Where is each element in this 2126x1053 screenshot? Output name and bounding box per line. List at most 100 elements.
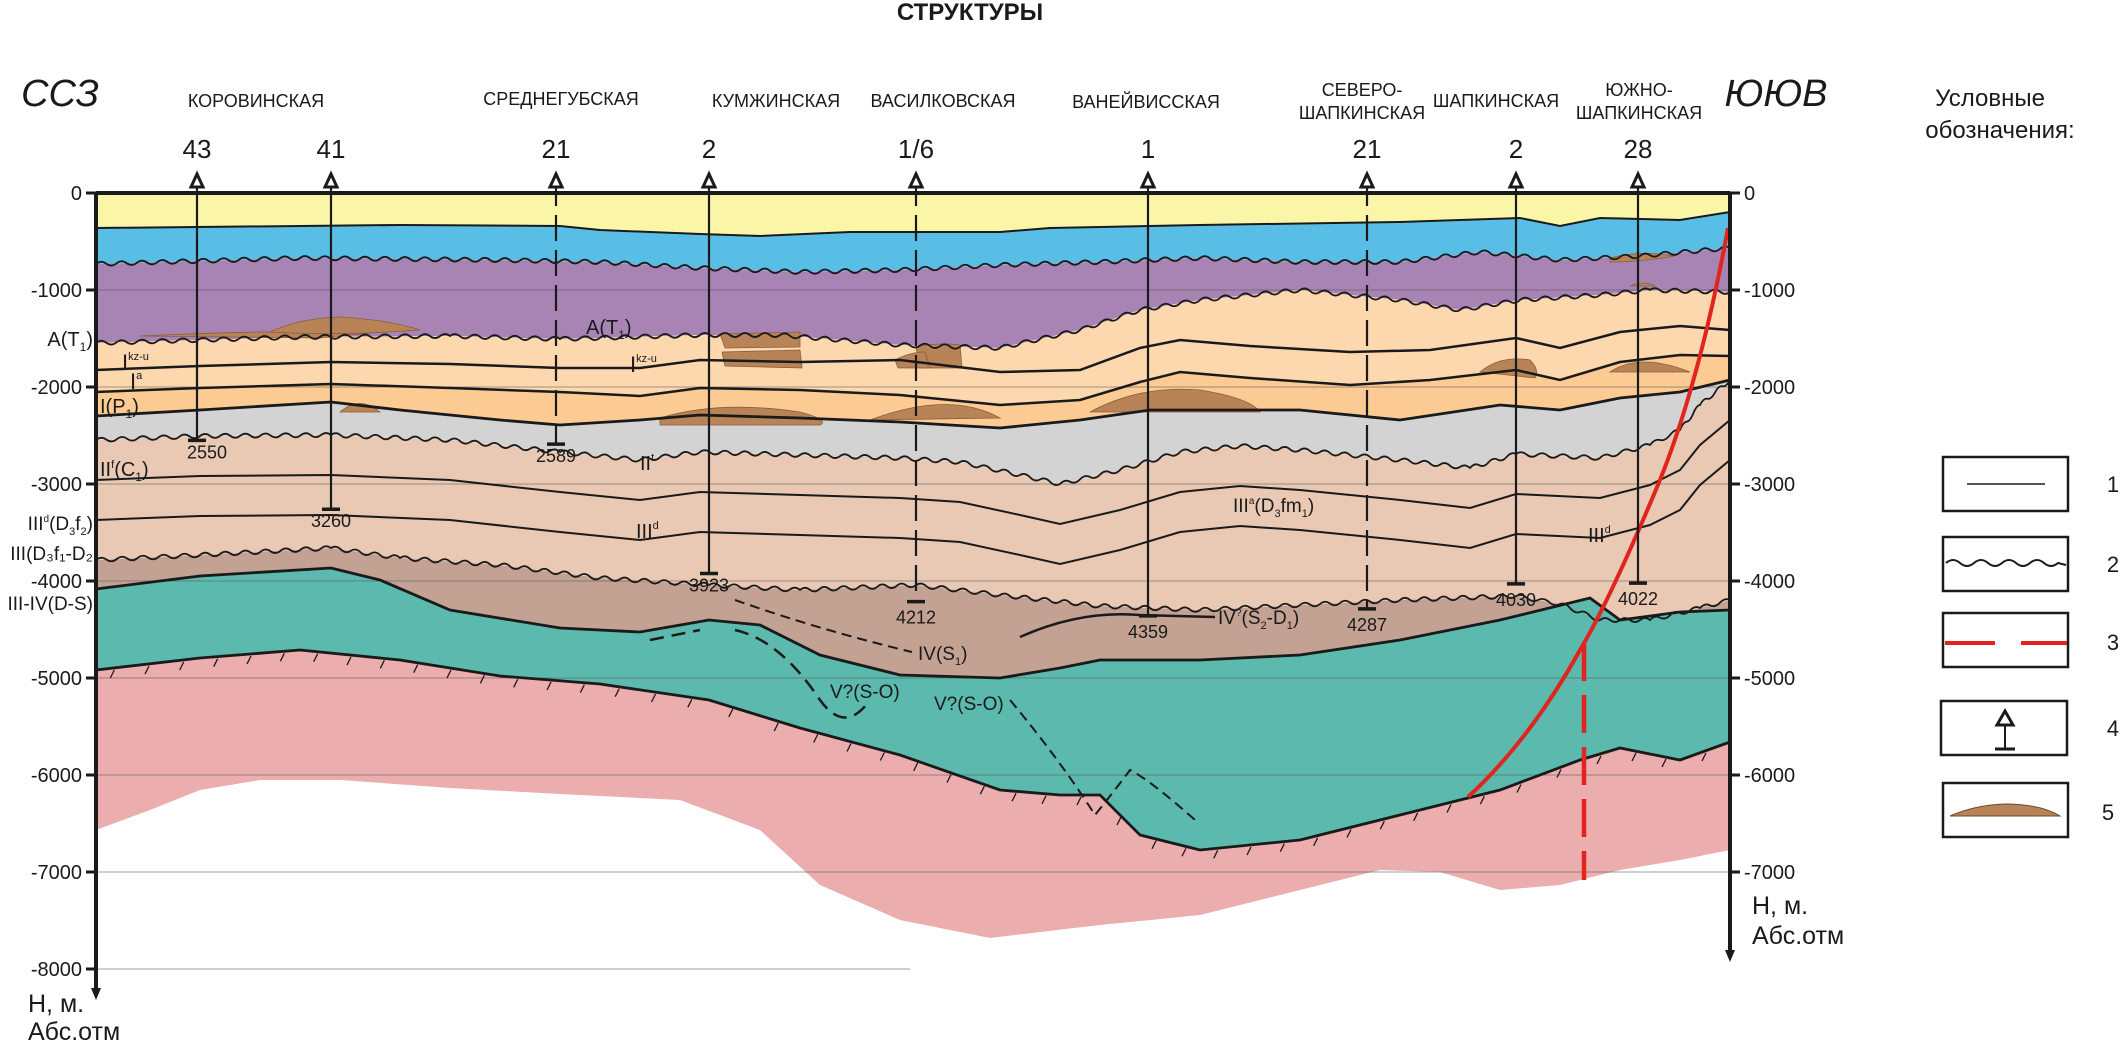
title: СТРУКТУРЫ <box>897 0 1043 26</box>
structure-label-korovinskaya: КОРОВИНСКАЯ <box>188 91 324 111</box>
basement-hachure <box>144 665 150 675</box>
strat-label-i-kzu-mid: Ikz-u <box>630 352 657 377</box>
well-4: 2 3923 <box>689 134 729 596</box>
well-9: 28 4022 <box>1618 134 1658 609</box>
fault-lines <box>1466 227 1730 880</box>
right-tick-label: -5000 <box>1744 668 1795 690</box>
basement-hachure <box>1279 843 1285 852</box>
basement-hachure <box>579 684 585 693</box>
well-head-icon <box>907 170 925 189</box>
basement-hachure <box>279 653 285 662</box>
legend-number-1: 1 <box>2107 472 2119 497</box>
left-axis-arrow-icon <box>91 988 101 1000</box>
layer-permian-upper <box>96 290 1730 372</box>
well-number: 1/6 <box>898 134 934 164</box>
dashed-v-so-1 <box>649 628 872 719</box>
well-number: 41 <box>317 134 346 164</box>
well-symbol-icon <box>1994 707 2016 751</box>
strat-labels-left: A(T1) I(P1) IIf(C1) IIId(D3f2) III(D₃f₁-… <box>8 329 149 615</box>
boundary-permian-base <box>95 378 1731 430</box>
well-bottom-depth: 4022 <box>1618 589 1658 609</box>
basement-hachure <box>650 693 657 703</box>
strat-label-iii-iv-d-s: III-IV(D-S) <box>8 594 94 615</box>
strat-label-iii-d3f1-d2: III(D₃f₁-D₂ <box>10 544 93 565</box>
legend-title-line1: Условные <box>1935 85 2045 112</box>
fault-line <box>1466 227 1730 799</box>
reef-lens-12 <box>1608 361 1691 373</box>
basement-hachure <box>246 655 252 665</box>
reef-lens-7 <box>869 404 1002 421</box>
strat-label-ii-t: IIt <box>640 452 654 475</box>
well-head-icon <box>188 170 206 189</box>
boundary-devonian-1 <box>95 419 1731 526</box>
basement-hachure <box>813 734 819 743</box>
well-number: 1 <box>1141 134 1155 164</box>
strat-labels-inner: A(T1) Ikz-u Ia Ikz-u IIt IIId IIIa(D3fm1… <box>122 317 1611 715</box>
wavy-line-icon <box>1945 559 2067 567</box>
well-number: 21 <box>542 134 571 164</box>
well-head-icon <box>1358 170 1376 189</box>
boundary-permian-2 <box>95 353 1731 407</box>
well-2: 41 3260 <box>311 134 351 531</box>
well-head-icon <box>700 170 718 189</box>
layer-basement <box>96 650 1730 938</box>
layer-carboniferous <box>96 380 1730 484</box>
unconformity-devonian-base <box>95 545 1731 623</box>
structure-label-severo-shapkinskaya-1: СЕВЕРО- <box>1322 80 1403 100</box>
basement-hachure <box>546 681 552 691</box>
reef-lens-6 <box>894 351 931 369</box>
basement-hachure <box>946 774 952 783</box>
basement-hachure <box>1041 795 1047 805</box>
well-3: 21 2589 <box>536 134 576 466</box>
basement-hachure <box>1011 792 1017 802</box>
well-bottom-depth: 4212 <box>896 608 936 628</box>
layer-silurian-ordovician <box>96 568 1730 850</box>
well-bottom-depth: 4287 <box>1347 615 1387 635</box>
well-7: 21 4287 <box>1347 134 1387 635</box>
right-tick-label: -6000 <box>1744 765 1795 787</box>
right-tick-label: -2000 <box>1744 377 1795 399</box>
boundary-devonian-2 <box>95 459 1731 566</box>
strat-label-i-p1: I(P1) <box>100 396 139 421</box>
basement-hachure <box>1661 758 1667 768</box>
basement-hachure <box>1413 812 1419 822</box>
basement-hachure <box>979 785 985 795</box>
right-tick-label: -3000 <box>1744 474 1795 496</box>
legend-item-5: 5 <box>1941 781 2114 839</box>
direction-left: ССЗ <box>21 73 99 115</box>
basement-hachure <box>1151 840 1157 850</box>
basement-hachure <box>1556 769 1562 778</box>
reef-lens-4 <box>721 349 803 369</box>
boundary-quaternary-base <box>95 211 1731 238</box>
well-6: 1 4359 <box>1128 134 1168 642</box>
basement-hachure <box>773 722 779 732</box>
strat-label-i-a: Ia <box>130 369 143 394</box>
basement-hachure <box>1116 816 1122 826</box>
structure-label-kumzhinskaya: КУМЖИНСКАЯ <box>712 91 840 111</box>
brown-lens-icon <box>1949 803 2062 817</box>
structure-labels: КОРОВИНСКАЯ СРЕДНЕГУБСКАЯ КУМЖИНСКАЯ ВАС… <box>188 80 1702 123</box>
basement-hachure <box>179 661 185 671</box>
strat-label-v-so-1: V?(S-O) <box>830 682 900 703</box>
basement-hachure <box>1631 752 1637 762</box>
well-bottom-depth: 3260 <box>311 511 351 531</box>
basement-hachure <box>446 669 452 679</box>
basement-hachure <box>413 664 419 673</box>
line-iv-s2-d1 <box>1019 612 1216 639</box>
right-unit-line1: Н, м. <box>1752 892 1808 920</box>
left-tick-label: -3000 <box>31 474 82 496</box>
basement-hachure <box>1516 784 1522 793</box>
structure-label-shapkinskaya: ШАПКИНСКАЯ <box>1433 91 1559 111</box>
basement-hachure <box>687 699 693 708</box>
well-bottom-depth: 3923 <box>689 576 729 596</box>
legend-number-4: 4 <box>2107 716 2119 741</box>
structure-label-vasilkovskaya: ВАСИЛКОВСКАЯ <box>871 91 1016 111</box>
well-number: 21 <box>1353 134 1382 164</box>
well-number: 2 <box>702 134 716 164</box>
depth-axes: 0 -1000 -2000 -3000 -4000 -5000 -6000 -7000 -800… <box>31 183 1795 1000</box>
right-tick-label: -4000 <box>1744 571 1795 593</box>
layer-boundaries <box>95 211 1731 859</box>
strat-label-iii-d3f2: IIId(D3f2) <box>28 514 93 538</box>
left-tick-label: -7000 <box>31 862 82 884</box>
basement-hachure <box>614 688 620 697</box>
